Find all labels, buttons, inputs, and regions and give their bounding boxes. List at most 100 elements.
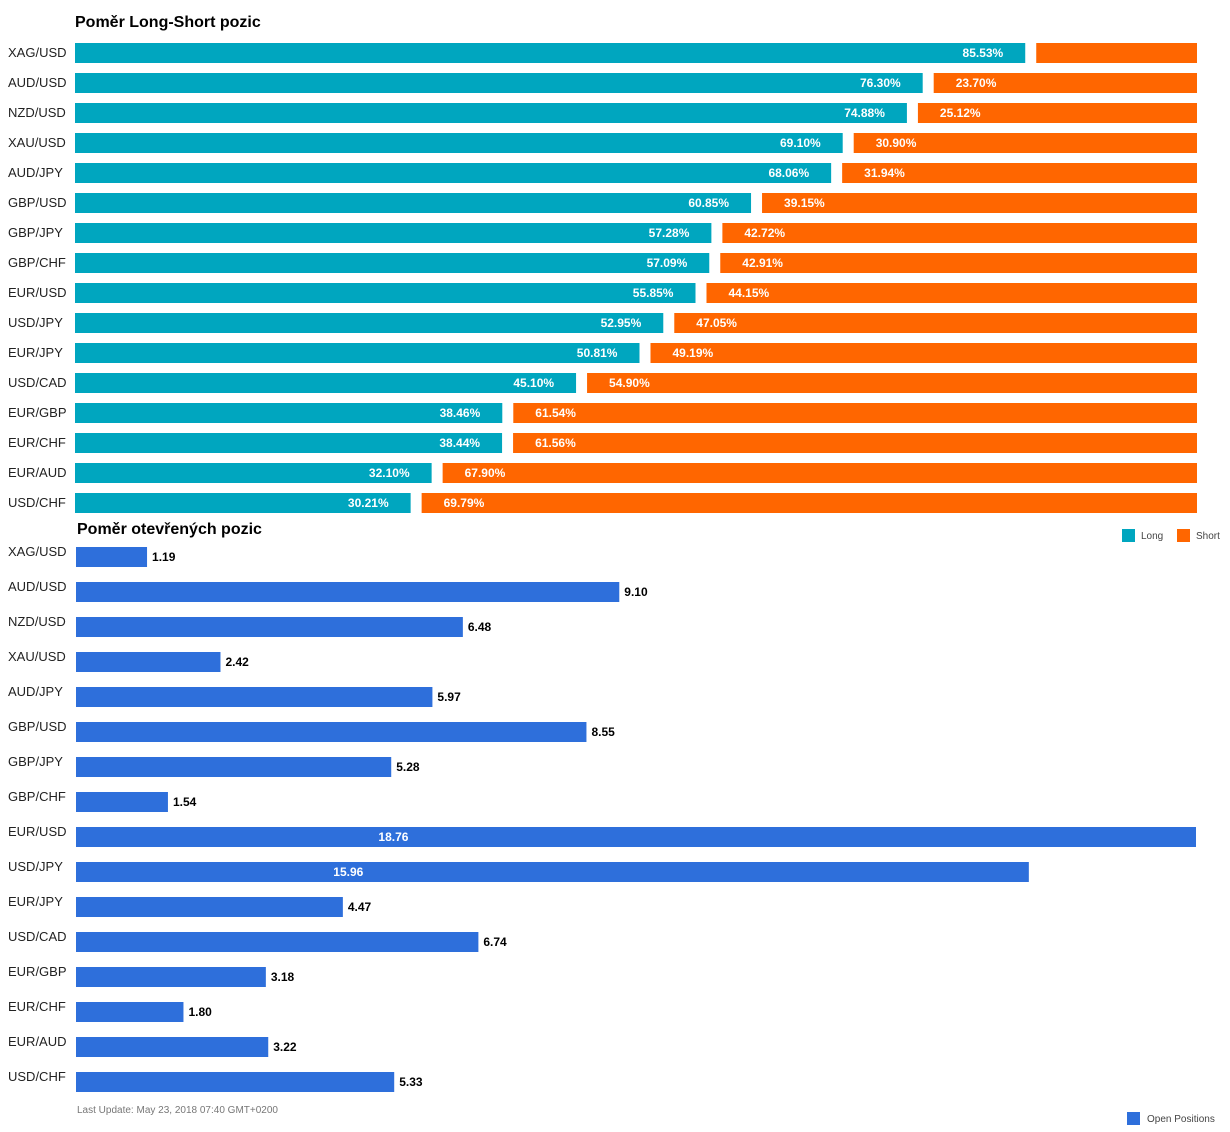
long-bar (75, 163, 832, 183)
short-value-label: 39.15% (784, 196, 825, 210)
long-value-label: 52.95% (601, 316, 642, 330)
open-positions-category-label: XAG/USD (8, 544, 67, 559)
open-positions-value-label: 2.42 (225, 655, 249, 669)
open-positions-legend: Open Positions (1127, 1112, 1215, 1125)
open-positions-bar (76, 652, 221, 672)
long-short-category-label: NZD/USD (8, 105, 66, 120)
legend-swatch-long (1122, 529, 1135, 542)
long-value-label: 55.85% (633, 286, 674, 300)
open-positions-bar (76, 792, 168, 812)
long-value-label: 68.06% (768, 166, 809, 180)
open-positions-bar (76, 1037, 269, 1057)
open-positions-bars: 1.19 9.10 6.48 2.42 5.97 8.55 5.28 1.54 18.76 15.… (76, 547, 1196, 1092)
open-positions-value-label: 8.55 (591, 725, 615, 739)
long-value-label: 69.10% (780, 136, 821, 150)
long-bar (75, 193, 752, 213)
long-bar (75, 403, 503, 423)
long-value-label: 30.21% (348, 496, 389, 510)
short-bar (442, 463, 1198, 483)
open-positions-value-label: 1.19 (152, 550, 176, 564)
open-positions-bar (76, 1002, 184, 1022)
legend-label-open-positions: Open Positions (1147, 1114, 1215, 1125)
open-positions-bar (76, 967, 266, 987)
open-positions-category-label: NZD/USD (8, 614, 66, 629)
open-positions-value-label: 5.28 (396, 760, 420, 774)
short-bar (917, 103, 1197, 123)
open-positions-category-label: EUR/CHF (8, 999, 66, 1014)
long-bar (75, 463, 432, 483)
legend-swatch-open-positions (1127, 1112, 1140, 1125)
open-positions-chart-title: Poměr otevřených pozic (77, 521, 262, 538)
long-short-category-label: GBP/JPY (8, 225, 63, 240)
short-value-label: 49.19% (672, 346, 713, 360)
long-short-category-label: EUR/GBP (8, 405, 67, 420)
long-short-category-label: USD/CAD (8, 375, 67, 390)
open-positions-category-label: GBP/JPY (8, 754, 63, 769)
short-bar (650, 343, 1197, 363)
open-positions-category-label: EUR/USD (8, 824, 67, 839)
long-short-category-label: XAG/USD (8, 45, 67, 60)
open-positions-bar (76, 582, 620, 602)
open-positions-value-label: 18.76 (378, 830, 408, 844)
open-positions-value-label: 3.18 (271, 970, 295, 984)
long-value-label: 32.10% (369, 466, 410, 480)
open-positions-bar (76, 932, 479, 952)
short-bar (587, 373, 1197, 393)
open-positions-value-label: 3.22 (273, 1040, 297, 1054)
long-value-label: 45.10% (513, 376, 554, 390)
long-short-category-label: USD/CHF (8, 495, 66, 510)
long-bar (75, 313, 664, 333)
short-value-label: 31.94% (864, 166, 905, 180)
long-bar (75, 223, 712, 243)
long-short-category-label: EUR/JPY (8, 345, 63, 360)
short-bar (720, 253, 1197, 273)
long-short-legend: Long Short (1122, 529, 1220, 542)
short-value-label: 30.90% (876, 136, 917, 150)
open-positions-value-label: 4.47 (348, 900, 372, 914)
open-positions-value-label: 6.74 (483, 935, 507, 949)
long-bar (75, 343, 640, 363)
long-bar (75, 373, 577, 393)
long-short-category-label: XAU/USD (8, 135, 66, 150)
open-positions-category-label: USD/JPY (8, 859, 63, 874)
long-bar (75, 43, 1026, 63)
open-positions-bar (76, 722, 587, 742)
open-positions-category-label: USD/CHF (8, 1069, 66, 1084)
short-value-label: 23.70% (956, 76, 997, 90)
open-positions-bar (76, 862, 1029, 882)
long-short-category-label: USD/JPY (8, 315, 63, 330)
long-short-chart-title: Poměr Long-Short pozic (75, 14, 261, 31)
short-bar (513, 403, 1197, 423)
short-bar (933, 73, 1197, 93)
short-bar (513, 433, 1197, 453)
open-positions-category-label: AUD/JPY (8, 684, 63, 699)
open-positions-bar (76, 1072, 395, 1092)
open-positions-value-label: 5.33 (399, 1075, 423, 1089)
open-positions-category-labels: XAG/USD AUD/USD NZD/USD XAU/USD AUD/JPY GBP/U… (8, 544, 67, 1084)
long-value-label: 38.46% (440, 406, 481, 420)
open-positions-category-label: EUR/JPY (8, 894, 63, 909)
short-bar (421, 493, 1198, 513)
short-bar (1036, 43, 1197, 63)
open-positions-bar (76, 617, 463, 637)
open-positions-value-label: 1.80 (188, 1005, 212, 1019)
last-update-text: Last Update: May 23, 2018 07:40 GMT+0200 (77, 1105, 278, 1116)
short-value-label: 47.05% (696, 316, 737, 330)
short-value-label: 44.15% (728, 286, 769, 300)
short-value-label: 67.90% (465, 466, 506, 480)
long-bar (75, 103, 907, 123)
legend-label-long: Long (1141, 531, 1163, 542)
short-value-label: 25.12% (940, 106, 981, 120)
short-value-label: 54.90% (609, 376, 650, 390)
open-positions-value-label: 15.96 (333, 865, 363, 879)
long-short-category-label: GBP/USD (8, 195, 67, 210)
long-short-chart: Poměr Long-Short pozic XAG/USD AUD/USD NZD… (8, 14, 1220, 542)
open-positions-category-label: AUD/USD (8, 579, 67, 594)
long-value-label: 60.85% (688, 196, 729, 210)
short-value-label: 61.54% (535, 406, 576, 420)
long-bar (75, 283, 696, 303)
long-short-category-label: AUD/USD (8, 75, 67, 90)
open-positions-category-label: USD/CAD (8, 929, 67, 944)
long-short-category-label: EUR/USD (8, 285, 67, 300)
long-short-category-label: EUR/AUD (8, 465, 67, 480)
